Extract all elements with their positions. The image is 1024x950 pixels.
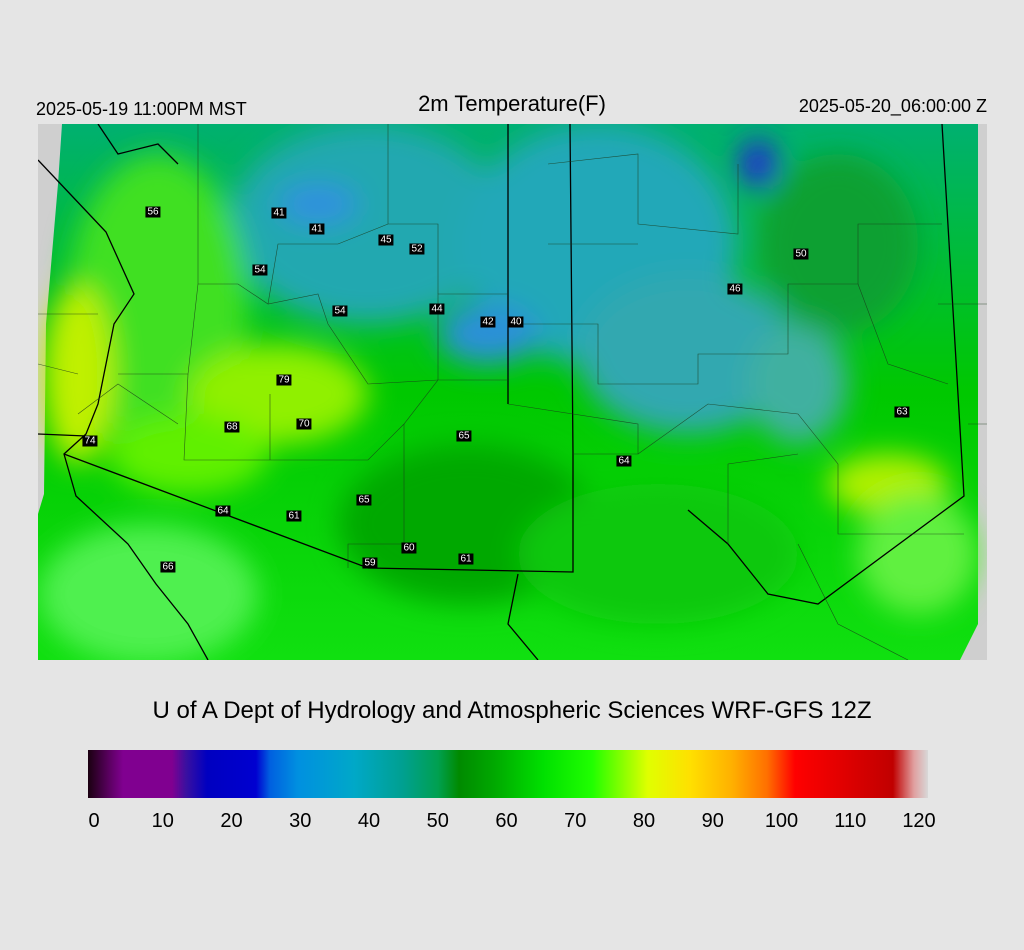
station-label: 56 [145,206,161,218]
station-label: 60 [401,542,417,554]
station-label: 65 [356,494,372,506]
station-label: 63 [894,406,910,418]
model-credit: U of A Dept of Hydrology and Atmospheric… [152,697,872,724]
colorbar-tick: 50 [426,810,449,832]
colorbar-tick: 90 [701,810,724,832]
county-borders [38,124,987,660]
station-label: 68 [224,421,240,433]
station-label: 42 [480,316,496,328]
station-label: 54 [252,264,268,276]
station-label: 65 [456,430,472,442]
station-label: 54 [332,305,348,317]
colorbar-tick: 80 [632,810,656,832]
valid-time-utc: 2025-05-20_06:00:00 Z [798,96,987,116]
station-label: 52 [409,243,425,255]
station-label: 59 [362,557,378,569]
colorbar-tick: 20 [220,810,243,832]
temperature-field [38,124,987,660]
colorbar-tick: 30 [289,810,312,832]
station-label: 45 [378,234,394,246]
temperature-map: 56 41 41 45 52 54 54 44 42 40 50 46 79 70 68 74 65 64 63 65… [38,124,987,660]
colorbar [88,750,928,798]
map-title: 2m Temperature(F) [418,91,606,116]
colorbar-tick: 60 [495,810,518,832]
colorbar-tick: 120 [902,810,936,832]
station-label: 79 [276,374,292,386]
station-label: 41 [309,223,325,235]
state-borders [38,124,965,660]
station-label: 61 [286,510,302,522]
colorbar-tick: 110 [834,810,867,832]
colorbar-tick: 70 [564,810,587,832]
station-label: 70 [296,418,312,430]
station-label: 74 [82,435,98,447]
station-label: 50 [793,248,809,260]
colorbar-tick: 100 [764,810,799,832]
station-label: 41 [271,207,287,219]
station-label: 66 [160,561,176,573]
station-label: 64 [616,455,632,467]
station-label: 46 [727,283,743,295]
station-label: 44 [429,303,445,315]
colorbar-tick: 0 [88,810,100,832]
colorbar-tick: 10 [151,810,174,832]
valid-time-local: 2025-05-19 11:00PM MST [36,99,247,119]
station-label: 61 [458,553,474,565]
station-label: 40 [508,316,524,328]
colorbar-tick: 40 [357,810,381,832]
station-label: 64 [215,505,231,517]
